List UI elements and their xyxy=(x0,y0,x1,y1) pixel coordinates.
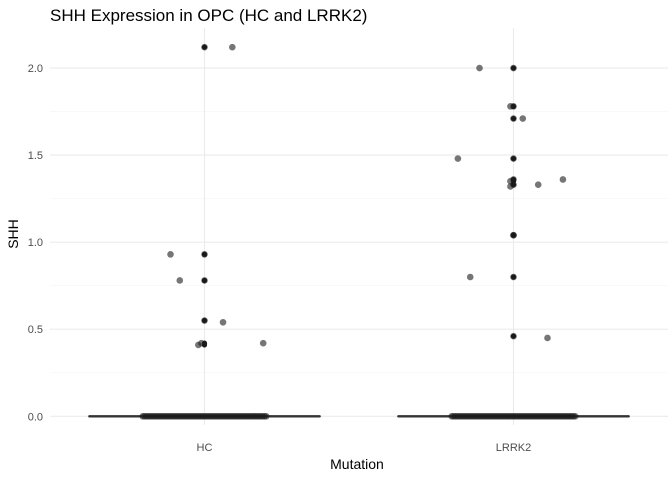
data-point xyxy=(519,115,527,122)
data-point xyxy=(544,334,551,342)
y-axis-title: SHH xyxy=(5,219,21,249)
y-tick-labels: 0.0 0.5 1.0 1.5 2.0 xyxy=(28,63,43,423)
x-tick-labels: HC LRRK2 xyxy=(197,442,532,454)
grid xyxy=(50,28,668,425)
data-point-zero xyxy=(263,412,270,420)
data-point xyxy=(507,103,514,110)
y-tick-label: 1.0 xyxy=(28,237,43,249)
data-point xyxy=(510,332,517,340)
x-axis-title: Mutation xyxy=(330,456,384,472)
boxplots xyxy=(88,44,630,418)
data-point xyxy=(534,181,542,189)
data-point xyxy=(229,43,236,51)
data-point xyxy=(559,176,567,183)
data-point xyxy=(219,318,227,326)
data-point xyxy=(201,43,208,51)
y-tick-label: 1.5 xyxy=(28,150,43,162)
data-point xyxy=(510,231,517,239)
chart-title: SHH Expression in OPC (HC and LRRK2) xyxy=(50,6,367,25)
data-point xyxy=(466,273,474,281)
y-tick-label: 2.0 xyxy=(28,63,43,75)
data-point xyxy=(510,64,517,72)
data-point-zero xyxy=(572,412,579,420)
x-tick-label: HC xyxy=(197,442,213,454)
x-tick-label: LRRK2 xyxy=(496,442,531,454)
y-tick-label: 0.0 xyxy=(28,411,43,423)
y-tick-label: 0.5 xyxy=(28,324,43,336)
data-point xyxy=(510,155,517,162)
data-point xyxy=(201,317,208,324)
data-point xyxy=(201,277,208,284)
data-point xyxy=(167,251,174,258)
data-point xyxy=(507,183,514,190)
data-point xyxy=(201,251,208,258)
data-point xyxy=(510,115,517,122)
data-point xyxy=(176,277,184,284)
jitter-points xyxy=(139,43,579,420)
data-point xyxy=(476,64,483,72)
data-point xyxy=(195,341,202,349)
data-point xyxy=(510,273,517,281)
data-point xyxy=(259,339,267,347)
data-point xyxy=(454,155,462,162)
